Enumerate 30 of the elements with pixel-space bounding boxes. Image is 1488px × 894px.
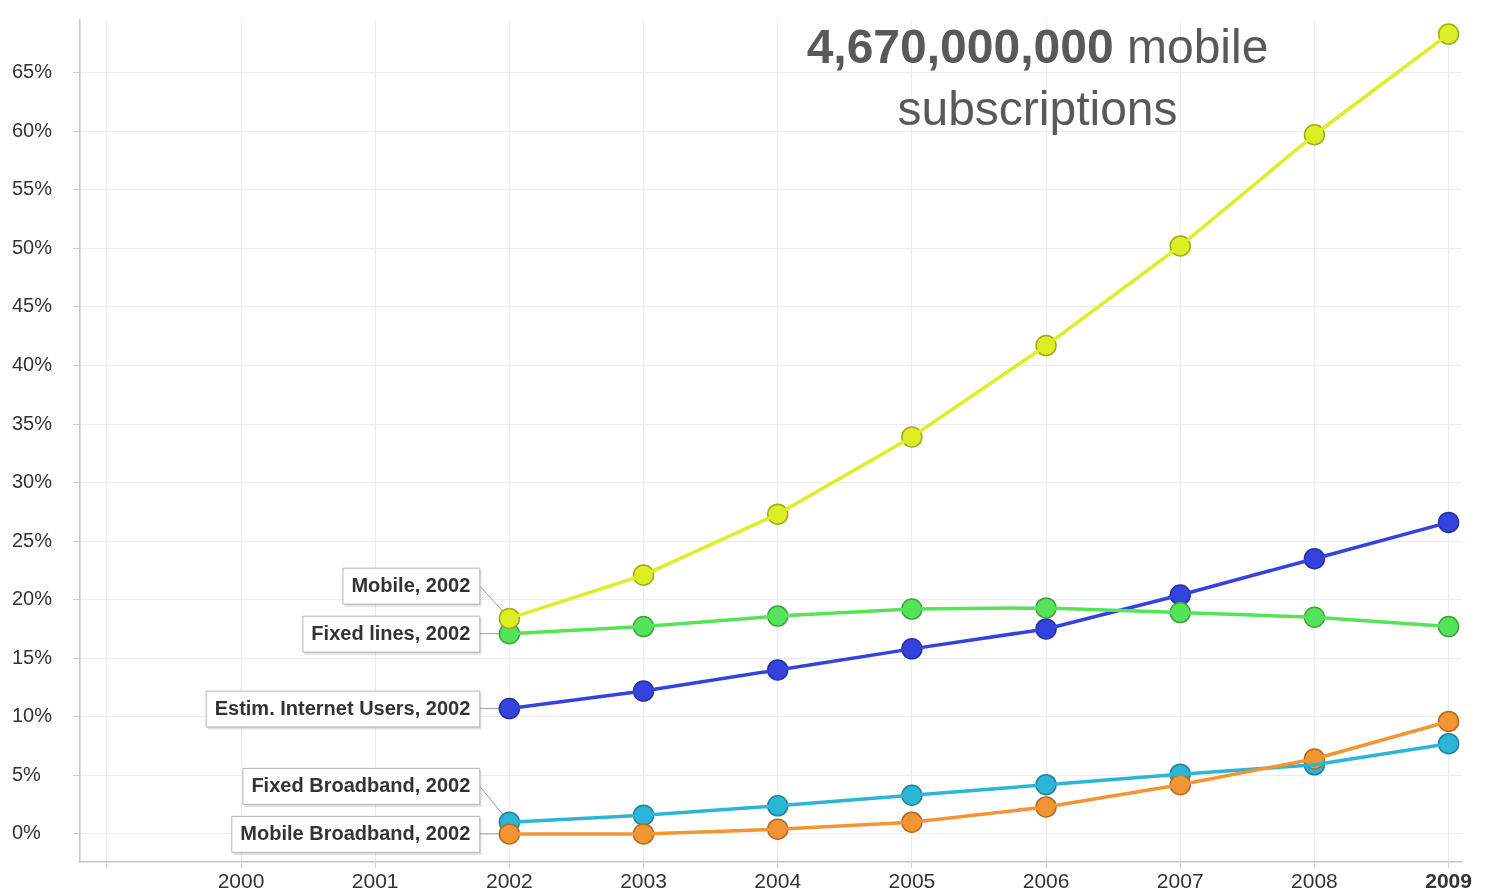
x-tick-label: 2001 [351,869,399,893]
x-tick-label: 2004 [754,869,802,893]
x-tick-label: 2000 [217,869,265,893]
y-tick-label: 45% [12,294,53,317]
x-tick-label: 2003 [620,869,667,893]
y-tick-label: 50% [12,235,53,258]
y-tick-label: 65% [12,60,53,83]
x-tick-label: 2008 [1291,869,1338,893]
series-label: Fixed lines, 2002 [311,622,471,645]
x-tick-label: 2009 [1425,869,1472,893]
x-tick-label: 2006 [1022,869,1070,893]
y-tick-label: 55% [12,177,53,200]
series-label: Mobile Broadband, 2002 [240,822,471,845]
y-tick-label: 15% [12,645,53,668]
y-tick-label: 40% [12,352,53,375]
series-label: Mobile, 2002 [351,574,471,597]
y-tick-label: 0% [12,821,42,844]
x-tick-label: 2007 [1156,869,1204,893]
y-tick-label: 35% [12,411,53,434]
y-tick-label: 20% [12,587,53,610]
series-label: Fixed Broadband, 2002 [251,774,471,797]
y-tick-label: 60% [12,118,53,141]
series-label: Estim. Internet Users, 2002 [214,697,471,720]
y-tick-label: 25% [12,528,53,551]
annotation: 4,670,000,000 mobile subscriptions [806,20,1269,135]
y-tick-label: 30% [12,470,53,493]
x-tick-label: 2005 [888,869,936,893]
y-tick-label: 10% [12,704,53,727]
x-tick-label: 2002 [486,869,533,893]
y-tick-label: 5% [12,762,42,785]
